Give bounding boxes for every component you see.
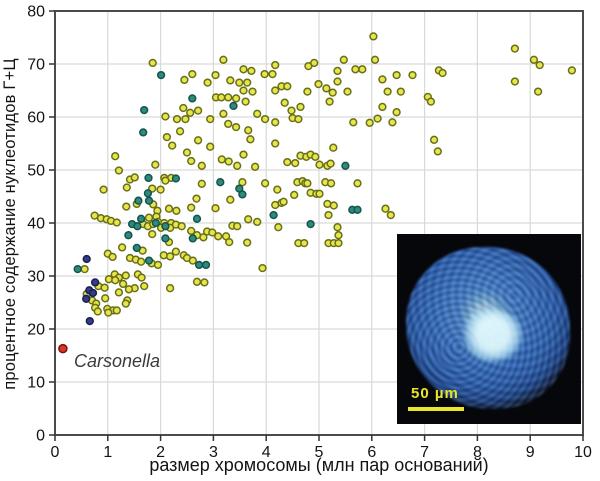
svg-text:3: 3 xyxy=(209,444,218,461)
series-navy-genomes xyxy=(82,254,100,326)
svg-text:2: 2 xyxy=(156,444,165,461)
svg-text:80: 80 xyxy=(27,4,45,21)
svg-text:70: 70 xyxy=(27,57,45,74)
svg-text:10: 10 xyxy=(574,444,592,461)
chromatin-blob-core xyxy=(464,309,522,361)
svg-text:0: 0 xyxy=(36,428,45,445)
svg-text:8: 8 xyxy=(473,444,482,461)
svg-text:10: 10 xyxy=(27,375,45,392)
svg-text:40: 40 xyxy=(27,216,45,233)
svg-text:50: 50 xyxy=(27,163,45,180)
series-teal-genomes xyxy=(73,70,362,274)
chromatin-blob xyxy=(406,247,570,409)
svg-text:0: 0 xyxy=(51,444,60,461)
axis-tick-labels: 0 1 2 3 4 5 6 7 8 9 10 0 10 20 30 40 50 60 70 80 xyxy=(27,4,592,462)
svg-text:6: 6 xyxy=(367,444,376,461)
svg-text:9: 9 xyxy=(526,444,535,461)
svg-text:7: 7 xyxy=(420,444,429,461)
series-carsonella-red xyxy=(58,343,68,354)
svg-text:20: 20 xyxy=(27,322,45,339)
scalebar-line xyxy=(408,407,464,411)
x-axis-title: размер хромосомы (млн пар оснований) xyxy=(149,455,489,475)
svg-text:1: 1 xyxy=(103,444,112,461)
svg-text:4: 4 xyxy=(262,444,271,461)
inset-micrograph: 50 µm xyxy=(397,234,581,424)
svg-text:30: 30 xyxy=(27,269,45,286)
axis-ticks xyxy=(49,10,584,441)
svg-text:5: 5 xyxy=(315,444,324,461)
svg-text:60: 60 xyxy=(27,110,45,127)
carsonella-annotation: Carsonella xyxy=(74,351,161,371)
scalebar-label: 50 µm xyxy=(411,385,459,402)
